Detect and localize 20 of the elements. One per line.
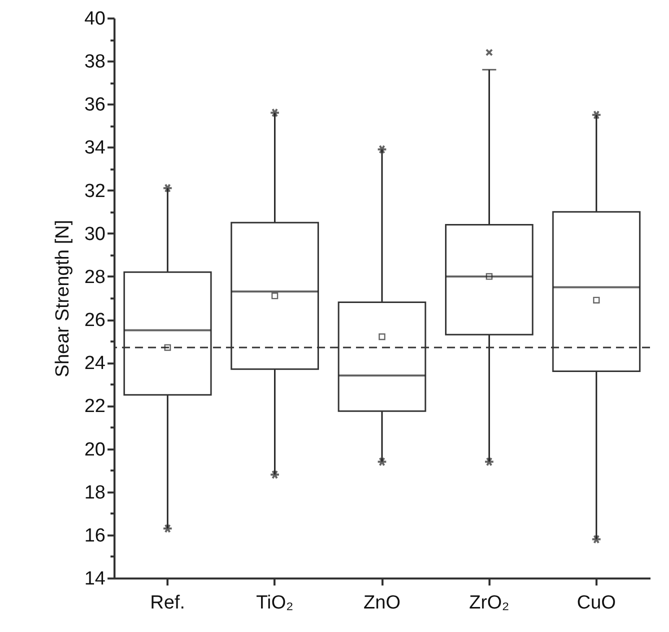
x-tick-label: Ref. — [150, 592, 186, 614]
y-tick-label: 36 — [84, 94, 106, 116]
x-tick-label: TiO₂ — [256, 592, 294, 614]
y-tick-label: 18 — [84, 482, 106, 504]
y-tick-label: 26 — [84, 310, 106, 332]
y-tick-label: 14 — [84, 568, 106, 590]
y-tick-label: 20 — [84, 439, 106, 460]
x-tick-label: ZnO — [364, 592, 400, 614]
y-tick-label: 28 — [84, 266, 106, 288]
y-tick-label: 22 — [84, 396, 106, 418]
y-tick-label: 38 — [84, 52, 106, 73]
y-tick-label: 40 — [84, 8, 106, 30]
y-tick-label: 30 — [84, 224, 106, 245]
x-tick-label: CuO — [576, 592, 616, 614]
y-tick-label: 34 — [84, 138, 106, 159]
y-tick-label: 16 — [84, 525, 106, 546]
y-tick-label: 32 — [84, 180, 106, 202]
y-axis-title: Shear Strength [N] — [52, 220, 74, 378]
x-tick-label: ZrO₂ — [469, 592, 510, 614]
y-tick-label: 24 — [84, 353, 106, 374]
